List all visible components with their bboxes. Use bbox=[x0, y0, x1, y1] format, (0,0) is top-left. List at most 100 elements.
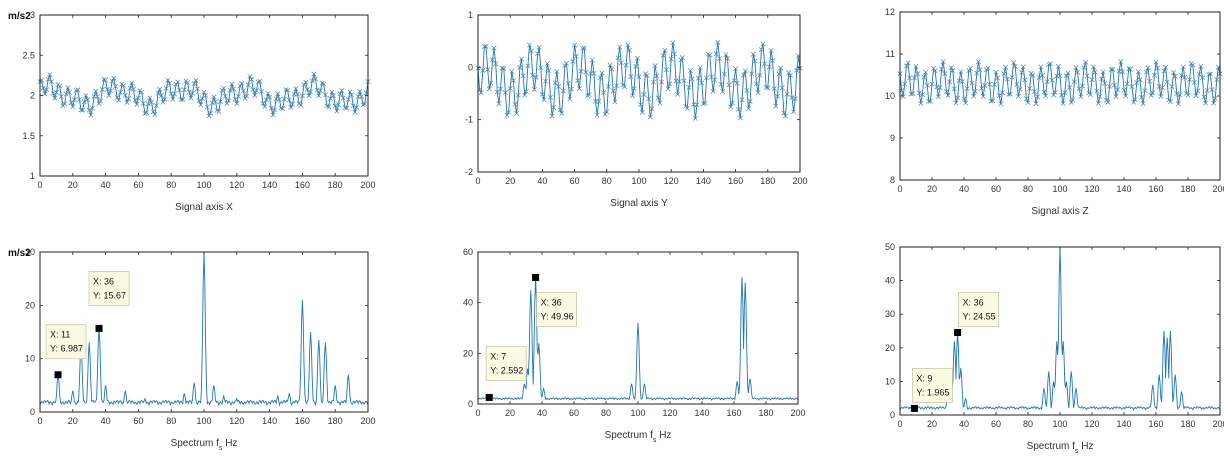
data-point-marker bbox=[999, 90, 1005, 96]
data-point-marker bbox=[1171, 70, 1177, 76]
data-point-marker bbox=[255, 79, 261, 85]
data-point-marker bbox=[240, 88, 246, 94]
data-point-marker bbox=[178, 97, 184, 102]
data-point-marker bbox=[967, 66, 973, 71]
datatip-marker[interactable] bbox=[954, 329, 962, 337]
data-point-marker bbox=[599, 70, 605, 76]
data-point-marker bbox=[1105, 99, 1111, 105]
x-tick-label: 140 bbox=[694, 408, 709, 418]
y-tick-label: -1 bbox=[465, 115, 473, 125]
data-point-marker bbox=[602, 111, 608, 117]
data-point-marker bbox=[144, 110, 150, 116]
data-point-marker bbox=[786, 70, 792, 76]
data-point-marker bbox=[657, 100, 663, 106]
datatip[interactable]: X: 11 Y: 6.987 bbox=[45, 324, 87, 379]
data-point-marker bbox=[260, 101, 266, 107]
data-point-marker bbox=[1161, 68, 1167, 74]
data-point-marker bbox=[729, 100, 735, 106]
data-point-marker bbox=[337, 91, 343, 97]
data-point-marker bbox=[1137, 77, 1143, 83]
datatip-marker[interactable] bbox=[910, 404, 918, 412]
data-point-marker bbox=[1033, 101, 1039, 107]
data-point-marker bbox=[204, 104, 210, 110]
data-point-marker bbox=[770, 58, 776, 64]
data-point-marker bbox=[1126, 66, 1132, 71]
x-tick-label: 180 bbox=[758, 408, 773, 418]
y-tick-label: 11 bbox=[886, 49, 895, 59]
data-point-marker bbox=[316, 93, 322, 99]
chart-spectrum-y: 0 20 40 60 80 100 120 140 160 180 200 0 20 40 60 Spectr… bbox=[463, 247, 806, 444]
data-point-marker bbox=[982, 83, 988, 89]
data-point-marker bbox=[649, 106, 655, 112]
datatip[interactable]: X: 36 Y: 49.96 bbox=[532, 273, 577, 327]
datatip-marker[interactable] bbox=[54, 371, 62, 379]
data-point-marker bbox=[514, 110, 520, 116]
data-point-marker bbox=[778, 65, 784, 71]
datatip-y-label: Y: 49.96 bbox=[541, 311, 574, 321]
data-point-marker bbox=[80, 107, 86, 113]
y-tick-label: 20 bbox=[25, 300, 35, 310]
data-point-marker bbox=[556, 84, 561, 89]
x-tick-label: 0 bbox=[475, 176, 480, 186]
data-point-marker bbox=[126, 96, 132, 102]
data-point-marker bbox=[781, 110, 787, 116]
y-tick-label: 1.5 bbox=[22, 131, 35, 141]
data-point-marker bbox=[929, 81, 935, 87]
x-tick-label: 180 bbox=[328, 180, 343, 190]
data-point-marker bbox=[630, 93, 636, 99]
x-tick-label: 20 bbox=[505, 176, 515, 186]
data-point-marker bbox=[149, 99, 154, 105]
data-point-marker bbox=[752, 58, 758, 64]
data-point-marker bbox=[1190, 62, 1196, 68]
data-point-marker bbox=[998, 101, 1004, 107]
data-point-marker bbox=[311, 71, 317, 77]
data-point-marker bbox=[104, 86, 110, 92]
y-tick-label: 20 bbox=[885, 343, 895, 353]
data-point-marker bbox=[270, 112, 276, 118]
datatip-box bbox=[45, 324, 87, 360]
x-tick-label: 100 bbox=[1052, 419, 1067, 429]
datatip[interactable]: X: 9 Y: 1.965 bbox=[910, 367, 953, 412]
data-point-marker bbox=[1095, 100, 1101, 106]
data-point-marker bbox=[340, 95, 346, 101]
data-point-marker bbox=[923, 69, 929, 75]
data-point-marker bbox=[562, 63, 568, 69]
data-point-marker bbox=[263, 97, 269, 103]
series-line bbox=[478, 277, 798, 401]
data-point-marker bbox=[573, 53, 579, 59]
data-point-marker bbox=[206, 113, 212, 119]
data-point-marker bbox=[707, 52, 713, 58]
datatip-marker[interactable] bbox=[485, 393, 493, 401]
data-point-marker bbox=[1195, 88, 1201, 94]
data-point-marker bbox=[758, 47, 764, 53]
datatip[interactable]: X: 7 Y: 2.592 bbox=[485, 346, 527, 401]
data-point-marker bbox=[1153, 59, 1159, 65]
data-point-marker bbox=[531, 87, 537, 92]
datatip-marker[interactable] bbox=[95, 324, 103, 332]
data-point-marker bbox=[308, 89, 314, 95]
data-point-marker bbox=[293, 86, 299, 92]
data-point-marker bbox=[546, 68, 552, 73]
x-tick-label: 140 bbox=[1116, 184, 1131, 194]
datatip[interactable]: X: 36 Y: 15.67 bbox=[88, 271, 130, 332]
datatip-marker[interactable] bbox=[532, 273, 540, 281]
data-point-marker bbox=[631, 85, 637, 91]
data-point-marker bbox=[504, 112, 510, 118]
data-point-marker bbox=[326, 104, 332, 110]
data-point-marker bbox=[1094, 88, 1100, 94]
datatip[interactable]: X: 36 Y: 24.55 bbox=[954, 292, 999, 337]
data-point-marker bbox=[1039, 73, 1045, 78]
data-point-marker bbox=[1049, 77, 1055, 83]
data-point-marker bbox=[704, 75, 710, 81]
data-point-marker bbox=[158, 93, 164, 98]
x-tick-label: 60 bbox=[133, 416, 143, 426]
data-point-marker bbox=[44, 87, 50, 93]
data-point-marker bbox=[63, 91, 69, 97]
data-point-marker bbox=[249, 76, 255, 82]
x-tick-label: 200 bbox=[790, 408, 805, 418]
data-point-marker bbox=[1030, 72, 1036, 78]
data-point-marker bbox=[618, 60, 624, 66]
data-point-marker bbox=[763, 84, 769, 90]
data-point-marker bbox=[1175, 101, 1181, 107]
data-point-marker bbox=[644, 72, 650, 78]
